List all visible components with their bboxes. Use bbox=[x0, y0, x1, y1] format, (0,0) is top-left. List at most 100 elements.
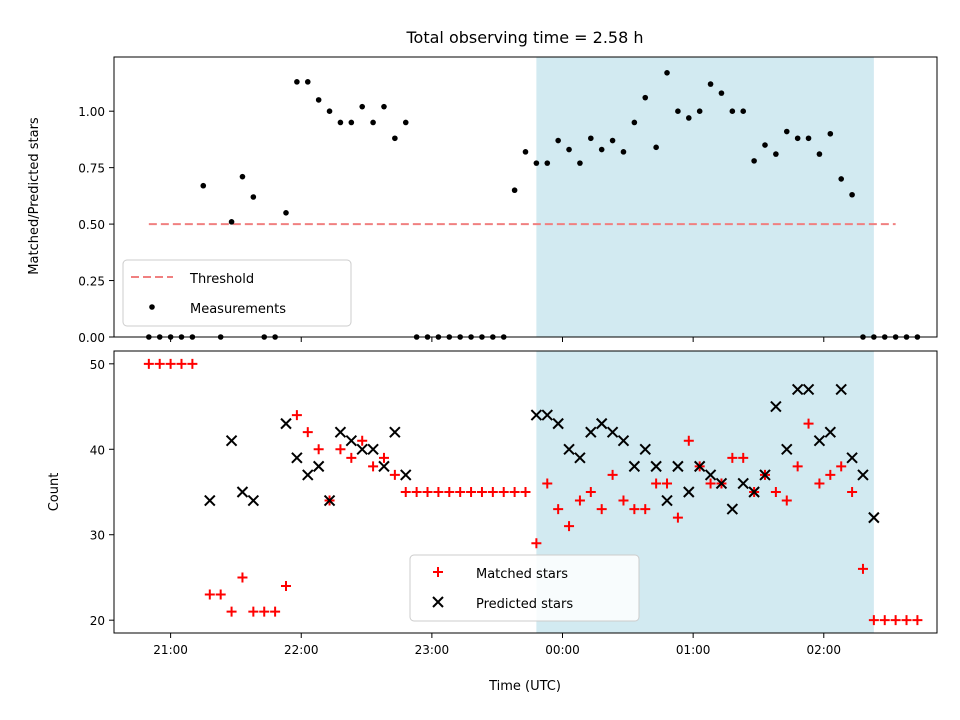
chart-title: Total observing time = 2.58 h bbox=[405, 28, 643, 47]
measurement-point bbox=[381, 103, 387, 110]
matched-star-point bbox=[531, 538, 542, 549]
x-tick-label: 23:00 bbox=[415, 643, 450, 657]
predicted-star-point bbox=[345, 435, 358, 447]
measurement-point bbox=[816, 151, 823, 157]
predicted-star-point bbox=[574, 452, 586, 464]
matched-star-point bbox=[520, 487, 531, 497]
measurement-point bbox=[707, 81, 714, 87]
measurement-point bbox=[511, 187, 518, 194]
matched-star-point bbox=[215, 589, 226, 600]
predicted-star-point bbox=[683, 486, 695, 498]
legend-box bbox=[409, 554, 640, 622]
predicted-star-point bbox=[552, 417, 564, 430]
matched-star-point bbox=[422, 487, 433, 497]
matched-star-point bbox=[176, 358, 187, 369]
matched-star-point bbox=[154, 358, 165, 369]
measurement-point bbox=[849, 191, 855, 198]
predicted-star-point bbox=[280, 417, 292, 430]
legend-matched-swatch bbox=[433, 567, 443, 577]
matched-star-point bbox=[814, 478, 825, 489]
y-tick-label: 50 bbox=[90, 358, 105, 372]
measurement-point bbox=[696, 108, 703, 114]
matched-star-point bbox=[585, 487, 596, 497]
measurement-point bbox=[566, 146, 572, 153]
predicted-star-point bbox=[813, 435, 826, 447]
legend-predicted-label: Predicted stars bbox=[476, 597, 573, 612]
predicted-star-point bbox=[400, 469, 412, 481]
matched-star-point bbox=[836, 461, 847, 472]
measurement-point bbox=[664, 70, 670, 76]
measurement-point bbox=[337, 119, 344, 126]
matched-star-point bbox=[259, 606, 270, 617]
matched-star-point bbox=[270, 606, 281, 617]
matched-star-point bbox=[574, 495, 585, 506]
predicted-star-point bbox=[585, 426, 597, 438]
predicted-star-point bbox=[715, 477, 728, 490]
predicted-star-point bbox=[770, 400, 782, 413]
measurement-point bbox=[522, 149, 529, 155]
bottom-legend: Matched stars Predicted stars bbox=[409, 554, 640, 622]
predicted-star-point bbox=[225, 435, 238, 447]
predicted-star-point bbox=[672, 460, 684, 473]
measurement-point bbox=[740, 108, 747, 114]
matched-star-point bbox=[291, 410, 302, 421]
matched-star-point bbox=[411, 487, 422, 497]
legend-box bbox=[122, 259, 352, 327]
measurement-point bbox=[653, 144, 659, 151]
matched-star-point bbox=[662, 478, 673, 489]
measurement-point bbox=[794, 135, 801, 142]
measurement-point bbox=[392, 135, 398, 142]
predicted-star-point bbox=[737, 477, 749, 490]
y-tick-label: 1.00 bbox=[78, 105, 105, 119]
legend-measurements-label: Measurements bbox=[190, 302, 286, 317]
predicted-star-point bbox=[628, 460, 641, 473]
matched-star-point bbox=[629, 504, 640, 515]
predicted-star-point bbox=[704, 469, 717, 481]
measurement-point bbox=[326, 108, 333, 114]
predicted-star-point bbox=[650, 460, 662, 473]
matched-star-point bbox=[792, 461, 803, 472]
matched-star-point bbox=[564, 521, 575, 532]
predicted-star-point bbox=[802, 383, 815, 396]
matched-star-point bbox=[683, 435, 694, 446]
y-tick-label: 20 bbox=[90, 614, 105, 628]
top-legend: Threshold Measurements bbox=[122, 259, 352, 327]
matched-star-point bbox=[487, 487, 498, 497]
predicted-star-point bbox=[693, 460, 706, 473]
matched-star-point bbox=[781, 495, 792, 506]
matched-star-point bbox=[672, 512, 683, 523]
matched-star-point bbox=[389, 469, 400, 480]
x-tick-label: 02:00 bbox=[806, 643, 841, 657]
matched-star-point bbox=[368, 461, 379, 472]
predicted-star-point bbox=[367, 443, 379, 455]
predicted-star-point bbox=[617, 435, 630, 447]
bottom-panel: 21:00 22:00 23:00 00:00 01:00 02:00 20 30 40 50 Ma… bbox=[90, 350, 938, 657]
matched-star-point bbox=[237, 572, 248, 583]
measurement-point bbox=[685, 115, 692, 121]
matched-star-point bbox=[825, 469, 836, 480]
x-tick-label: 21:00 bbox=[153, 643, 188, 657]
observing-window-span bbox=[536, 57, 874, 337]
matched-star-point bbox=[912, 615, 923, 626]
legend-threshold-label: Threshold bbox=[189, 272, 254, 287]
matched-star-point bbox=[466, 487, 477, 497]
predicted-star-point bbox=[759, 469, 771, 481]
measurement-point bbox=[773, 151, 779, 157]
measurement-point bbox=[544, 160, 551, 166]
predicted-star-point bbox=[824, 426, 837, 438]
matched-star-point bbox=[640, 504, 651, 515]
matched-star-point bbox=[476, 487, 487, 497]
matched-star-point bbox=[226, 606, 237, 617]
y-tick-label: 0.50 bbox=[78, 218, 105, 232]
matched-star-point bbox=[357, 435, 368, 446]
predicted-star-point bbox=[868, 511, 880, 524]
measurement-point bbox=[315, 97, 322, 103]
matched-star-point bbox=[335, 444, 346, 455]
top-panel: 0.00 0.25 0.50 0.75 1.00 Threshold Measurement… bbox=[78, 56, 938, 345]
matched-star-point bbox=[879, 615, 890, 626]
predicted-star-point bbox=[857, 469, 869, 481]
legend-matched-label: Matched stars bbox=[476, 567, 568, 582]
predicted-star-point bbox=[781, 443, 793, 455]
predicted-star-point bbox=[334, 426, 347, 438]
